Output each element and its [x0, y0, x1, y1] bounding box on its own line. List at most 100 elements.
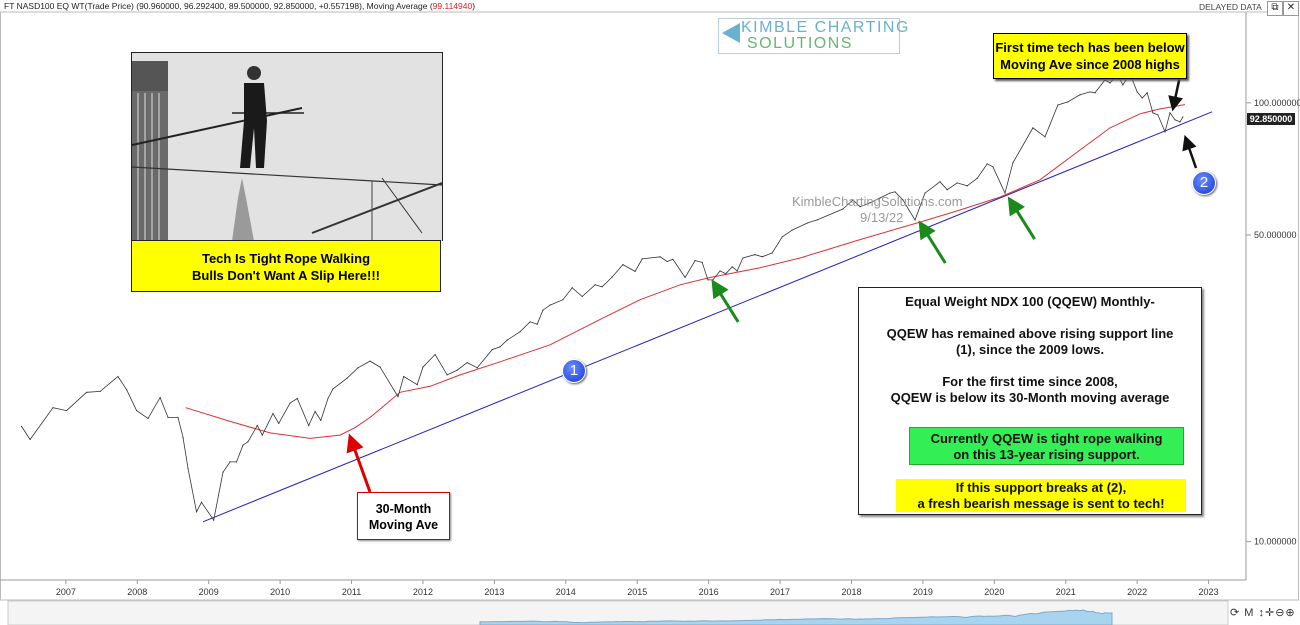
price-point — [499, 346, 501, 348]
price-point — [622, 264, 624, 266]
price-point — [791, 229, 793, 231]
price-point — [85, 391, 88, 393]
commentary-box: Equal Weight NDX 100 (QQEW) Monthly- QQE… — [858, 287, 1202, 515]
price-point — [659, 256, 661, 258]
price-point — [542, 309, 544, 311]
logo: KIMBLE CHARTING SOLUTIONS — [718, 18, 908, 54]
x-tick-label: 2015 — [627, 587, 647, 597]
price-point — [20, 425, 23, 428]
price-point — [1032, 127, 1034, 129]
y-tick-label: 100.000000 — [1254, 98, 1300, 108]
price-point — [434, 353, 436, 356]
price-point — [320, 419, 322, 421]
price-point — [1174, 119, 1176, 121]
price-point — [213, 519, 215, 521]
logo-line1: KIMBLE CHARTING — [741, 19, 910, 36]
price-point — [242, 444, 244, 446]
price-point — [719, 270, 721, 272]
x-tick-label: 2014 — [556, 587, 576, 597]
price-point — [403, 375, 405, 378]
x-tick-label: 2016 — [699, 587, 719, 597]
price-point — [889, 192, 891, 194]
price-point — [1141, 97, 1143, 99]
price-point — [187, 467, 189, 469]
price-point — [594, 284, 596, 286]
black-arrow-2 — [1182, 134, 1198, 169]
x-tick-label: 2021 — [1056, 587, 1076, 597]
ma-label-box: 30-Month Moving Ave — [357, 492, 450, 540]
price-point — [135, 409, 138, 412]
price-point — [894, 191, 896, 193]
price-point — [308, 424, 310, 427]
close-icon[interactable]: ✕ — [1283, 1, 1299, 16]
price-point — [167, 416, 169, 418]
price-point — [581, 295, 583, 298]
top-note: First time tech has been below Moving Av… — [993, 33, 1187, 79]
price-point — [256, 424, 258, 427]
price-point — [1122, 84, 1124, 86]
price-point — [641, 258, 643, 260]
price-point — [1044, 136, 1046, 138]
price-point — [346, 377, 348, 379]
x-tick-label: 2017 — [770, 587, 790, 597]
price-point — [1094, 92, 1096, 94]
chart-header: FT NASD100 EQ WT(Trade Price) (90.960000… — [4, 1, 475, 11]
caption-line1: Tech Is Tight Rope Walking — [201, 251, 371, 266]
price-point — [1169, 112, 1171, 114]
price-point — [177, 416, 179, 418]
price-point — [1152, 112, 1154, 114]
price-point — [879, 197, 881, 199]
price-point — [684, 276, 686, 279]
price-point — [816, 219, 818, 221]
price-point — [125, 389, 128, 391]
note-yellow-box: If this support breaks at (2), a fresh b… — [896, 479, 1186, 512]
price-point — [634, 270, 636, 273]
price-point — [229, 461, 231, 463]
price-point — [1089, 91, 1091, 93]
x-tick-label: 2010 — [270, 587, 290, 597]
y-tick-label: 50.000000 — [1254, 230, 1297, 240]
x-tick-label: 2020 — [984, 587, 1004, 597]
ma-close: ) — [472, 1, 476, 11]
red-arrow-ma — [346, 433, 372, 493]
caption-line2: Bulls Don't Want A Slip Here!!! — [192, 268, 380, 283]
plot-frame — [0, 11, 1299, 601]
window-restore-icon[interactable]: ⧉ — [1267, 1, 1283, 16]
price-point — [99, 390, 101, 393]
watermark-date: 9/13/22 — [860, 210, 904, 225]
x-tick-label: 2022 — [1127, 587, 1147, 597]
x-tick-label: 2011 — [342, 587, 361, 597]
price-point — [536, 323, 538, 325]
price-point — [807, 222, 809, 224]
y-tick-label: 10.000000 — [1254, 537, 1297, 547]
price-point — [1146, 92, 1148, 94]
price-point — [456, 369, 458, 371]
price-point — [694, 260, 696, 262]
marker-2: 2 — [1192, 171, 1216, 195]
price-point — [924, 192, 926, 194]
price-point — [914, 219, 916, 221]
photo-caption: Tech Is Tight Rope Walking Bulls Don't W… — [131, 240, 441, 292]
top-note-line2: Moving Ave since 2008 highs — [1000, 57, 1180, 72]
price-point — [1104, 79, 1106, 81]
navigator-tools[interactable]: ⟳ M ↕✛⊖⊕ ◂ ▸ ▯ ◐ — [1230, 607, 1300, 619]
price-point — [562, 299, 564, 301]
price-point — [289, 402, 291, 404]
navigator-area — [479, 609, 1113, 625]
price-point — [519, 331, 521, 333]
price-point — [182, 436, 184, 438]
price-point — [761, 256, 763, 258]
price-point — [159, 397, 161, 399]
price-point — [946, 189, 948, 191]
price-point — [966, 185, 968, 187]
x-tick-label: 2019 — [913, 587, 933, 597]
price-point — [446, 374, 448, 376]
price-point — [666, 260, 668, 263]
last-price-tag: 92.850000 — [1247, 113, 1295, 125]
price-point — [369, 360, 371, 362]
price-point — [466, 361, 468, 364]
price-point — [611, 276, 613, 278]
annotation-arrows — [346, 61, 1198, 493]
price-point — [357, 367, 359, 369]
